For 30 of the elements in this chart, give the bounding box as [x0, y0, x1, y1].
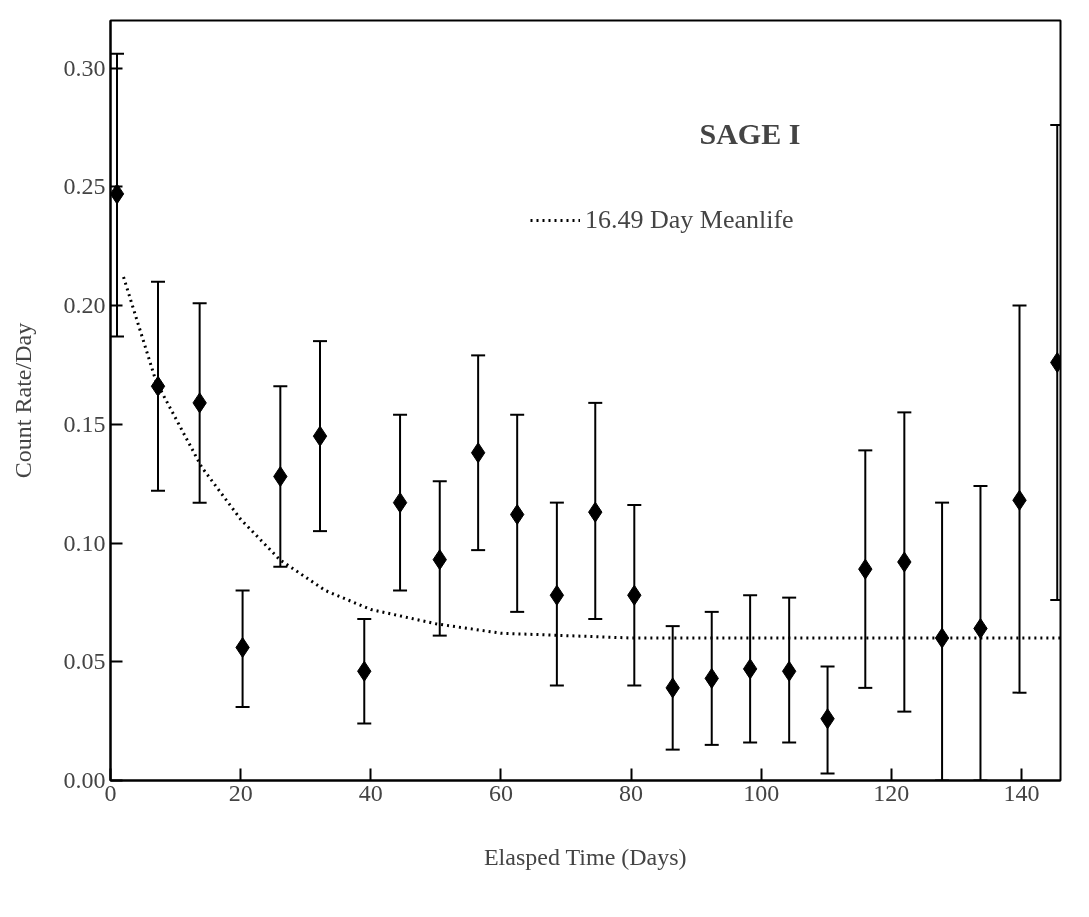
point [235, 637, 250, 658]
y-tick-label: 0.15 [63, 410, 106, 437]
y-tick-label: 0.00 [63, 767, 106, 793]
point [392, 492, 408, 514]
x-tick-label: 60 [488, 779, 513, 806]
point [470, 442, 486, 464]
x-tick-label: 40 [358, 779, 383, 806]
point [973, 618, 988, 639]
y-axis-title: Count Rate/Day [9, 322, 36, 479]
x-tick-label: 100 [743, 779, 780, 806]
x-tick-label: 0 [104, 779, 117, 806]
y-tick-label: 0.30 [63, 54, 106, 81]
x-tick-label: 80 [619, 779, 644, 806]
y-tick-label: 0.10 [63, 529, 106, 556]
point [934, 627, 950, 649]
y-tick-label: 0.25 [63, 173, 106, 200]
x-axis-title: Elasped Time (Days) [483, 843, 687, 870]
legend-label: 16.49 Day Meanlife [585, 205, 794, 235]
text: SAGE I [699, 116, 801, 150]
point [150, 375, 166, 397]
x-tick-label: 140 [1003, 779, 1040, 806]
point [742, 658, 758, 680]
point [549, 584, 565, 606]
y-tick-label: 0.05 [63, 648, 106, 675]
point [273, 466, 288, 487]
point [312, 425, 328, 447]
x-tick-label: 120 [873, 779, 910, 806]
x-tick-label: 20 [228, 779, 253, 806]
y-tick-label: 0.20 [63, 292, 106, 318]
point [510, 504, 525, 525]
